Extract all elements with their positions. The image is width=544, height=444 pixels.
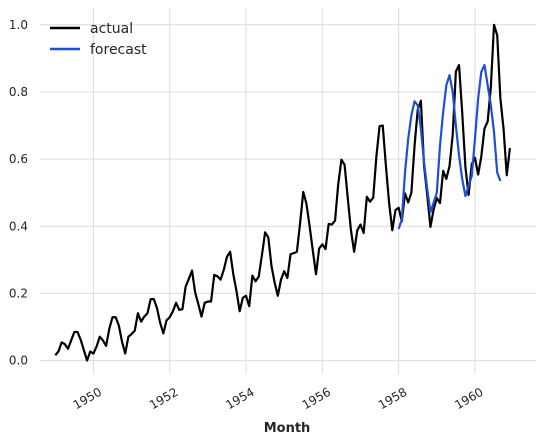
legend: actual forecast: [50, 21, 147, 58]
grid: [40, 8, 536, 374]
x-axis-label: Month: [264, 421, 311, 436]
x-tick-label: 1954: [223, 385, 256, 412]
y-axis: 0.0 0.2 0.4 0.6 0.8 1.0: [9, 18, 28, 368]
x-tick-label: 1958: [376, 385, 409, 412]
x-tick-label: 1960: [452, 385, 485, 412]
series-line-forecast: [397, 63, 502, 230]
x-tick-label: 1952: [147, 385, 180, 412]
y-tick-label: 0.4: [9, 219, 28, 233]
x-tick-label: 1956: [300, 385, 333, 412]
x-tick-label: 1950: [71, 385, 104, 412]
y-tick-label: 0.0: [9, 354, 28, 368]
legend-label-actual: actual: [90, 21, 133, 37]
x-axis: 1950 1952 1954 1956 1958 1960: [71, 385, 486, 412]
series-line-actual: [54, 23, 512, 362]
series-layer: [54, 23, 512, 362]
y-tick-label: 0.2: [9, 286, 28, 300]
y-tick-label: 0.6: [9, 152, 28, 166]
y-tick-label: 1.0: [9, 18, 28, 32]
legend-label-forecast: forecast: [90, 42, 147, 58]
y-tick-label: 0.8: [9, 85, 28, 99]
